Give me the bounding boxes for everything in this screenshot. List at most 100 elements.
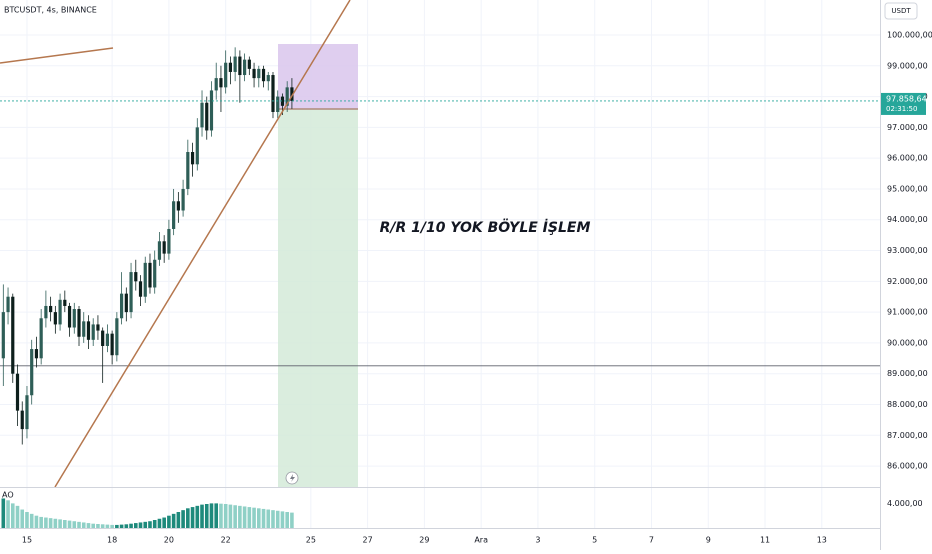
ao-bar	[105, 524, 110, 528]
x-tick-label: 9	[706, 536, 711, 545]
ao-bar	[256, 508, 261, 528]
trend-line	[0, 47, 114, 64]
ao-bar	[285, 512, 289, 528]
candle-body	[30, 349, 34, 396]
x-tick-label: 5	[592, 536, 597, 545]
ao-bar	[1, 498, 6, 528]
ao-bar	[77, 521, 81, 528]
candle-body	[238, 56, 242, 76]
ao-bar	[119, 524, 124, 528]
ao-bar	[209, 503, 214, 528]
candle-body	[110, 333, 114, 356]
candle-body	[91, 324, 95, 340]
indicator-name: AO	[2, 491, 14, 500]
x-tick-label: 11	[760, 536, 770, 545]
candle-body	[115, 318, 119, 356]
y-tick-label: 91.000,00	[887, 308, 928, 317]
candle-body	[228, 62, 233, 72]
x-tick-label: Ara	[474, 536, 488, 545]
candle-body	[67, 305, 72, 328]
ao-bar	[20, 509, 25, 528]
price-axis	[880, 0, 932, 550]
x-tick-label: 18	[107, 536, 117, 545]
candle-body	[224, 62, 228, 88]
ao-bar	[181, 510, 185, 528]
ao-bar	[86, 523, 91, 528]
ao-bar	[63, 520, 67, 528]
ao-bar	[148, 521, 152, 528]
y-tick-label: 87.000,00	[887, 431, 928, 440]
ao-bar	[171, 513, 176, 528]
candle-body	[148, 262, 152, 288]
candle-body	[181, 188, 185, 211]
candle-body	[101, 330, 105, 346]
candle-body	[124, 293, 128, 313]
ao-bar	[176, 512, 181, 528]
candle-body	[138, 281, 143, 297]
ao-bar	[100, 524, 105, 528]
candle-body	[186, 152, 190, 189]
ao-bar	[58, 519, 62, 528]
candle-body	[276, 96, 280, 112]
ao-bar	[81, 522, 86, 528]
x-tick-label: 25	[306, 536, 316, 545]
candle-body	[96, 324, 100, 331]
y-tick-label: 100.000,00	[887, 31, 932, 40]
ao-bar	[138, 522, 143, 528]
ao-bar	[6, 500, 10, 528]
candle-body	[157, 241, 162, 260]
candle-body	[134, 272, 138, 282]
candle-body	[247, 59, 251, 69]
candle-body	[77, 309, 81, 337]
candle-body	[261, 68, 266, 82]
ao-bar	[238, 505, 242, 528]
candle-body	[290, 87, 294, 101]
candle-body	[280, 96, 285, 106]
ao-bar	[157, 518, 162, 528]
ao-bar	[53, 518, 58, 528]
candle-body	[72, 309, 76, 328]
ao-bar	[143, 521, 148, 528]
ao-bar	[129, 523, 133, 528]
ao-bar	[162, 517, 166, 528]
currency-button[interactable]	[884, 2, 918, 20]
candle-body	[266, 75, 270, 82]
ao-tick-label: 4.000,00	[887, 499, 923, 508]
candle-body	[34, 349, 39, 359]
ao-bar	[15, 505, 20, 528]
candle-body	[172, 201, 176, 229]
ao-bar	[44, 517, 48, 528]
x-tick-label: 15	[22, 536, 32, 545]
ao-bar	[91, 523, 96, 528]
ao-bar	[204, 504, 209, 528]
last-price-tag	[881, 92, 926, 115]
trend-line	[54, 0, 351, 488]
ao-bar	[34, 515, 39, 528]
candle-body	[162, 241, 166, 254]
y-tick-label: 94.000,00	[887, 215, 928, 224]
candle-body	[129, 272, 133, 313]
candle-body	[214, 78, 218, 91]
candle-body	[257, 68, 261, 79]
ao-bar	[242, 506, 247, 528]
x-tick-label: 13	[817, 536, 827, 545]
candle-body	[205, 102, 209, 131]
event-icon-glyph	[290, 474, 295, 482]
symbol-title: BTCUSDT, 4s, BINANCE	[4, 6, 97, 15]
x-tick-label: 3	[535, 536, 540, 545]
candle-body	[271, 75, 275, 112]
ao-bar	[133, 523, 138, 528]
candle-body	[285, 87, 289, 106]
x-tick-label: 20	[164, 536, 174, 545]
currency: USDT	[891, 7, 911, 15]
ao-bar	[247, 507, 252, 528]
candle-body	[6, 296, 10, 313]
ao-bar	[167, 515, 171, 528]
candle-body	[20, 410, 24, 430]
candle-body	[243, 59, 247, 76]
ao-bar	[110, 524, 114, 528]
target-zone	[278, 109, 358, 487]
ao-bar	[115, 524, 119, 528]
